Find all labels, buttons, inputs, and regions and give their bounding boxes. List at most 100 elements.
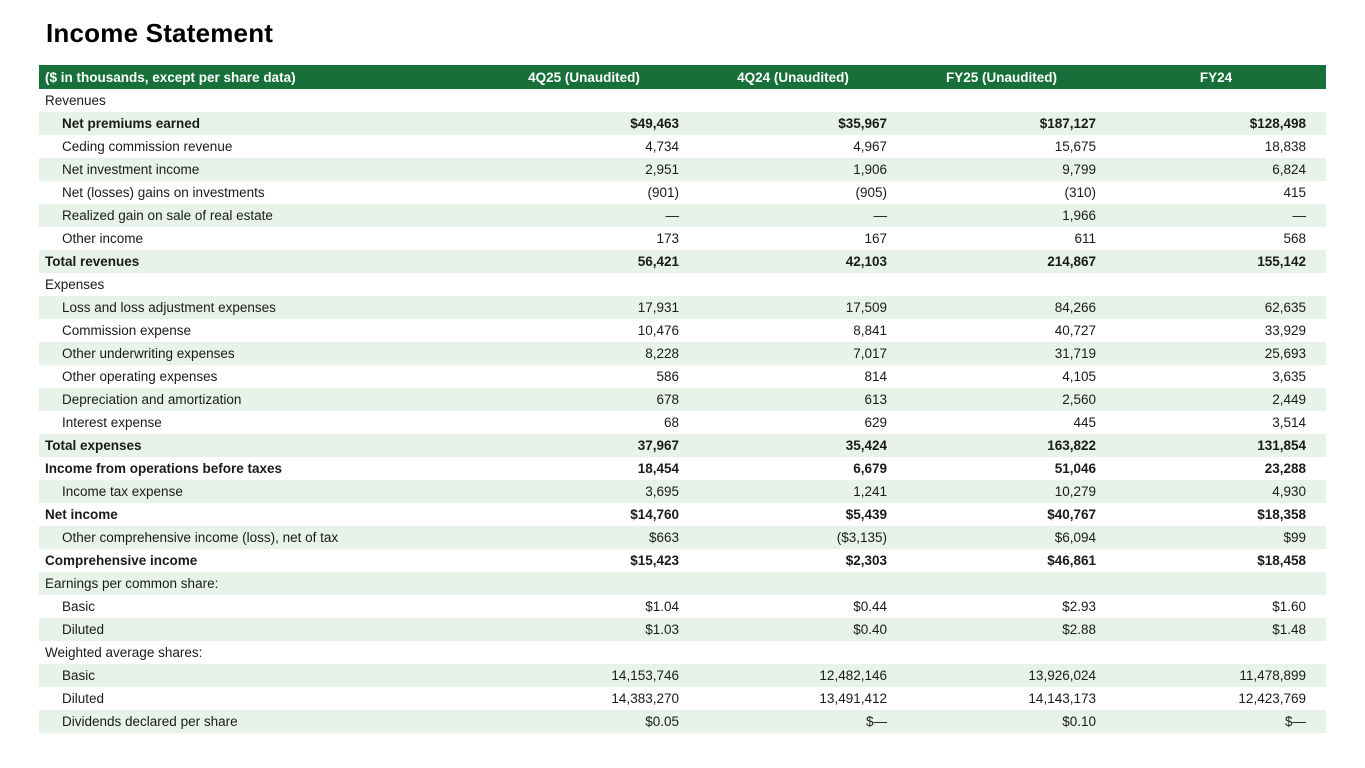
cell-value: 18,454 bbox=[637, 461, 679, 476]
cell-value: — bbox=[665, 208, 680, 223]
cell-value: $0.40 bbox=[853, 622, 887, 637]
cell-value: 6,679 bbox=[853, 461, 887, 476]
row-label: Dividends declared per share bbox=[62, 714, 238, 729]
cell-value: $— bbox=[1284, 714, 1306, 729]
cell-value: 7,017 bbox=[853, 346, 887, 361]
row-label: Comprehensive income bbox=[45, 553, 198, 568]
cell-value bbox=[1106, 273, 1326, 296]
cell-value: 68 bbox=[663, 415, 679, 430]
table-row: Income tax expense 3,695 1,241 10,279 4,930 bbox=[39, 480, 1326, 503]
cell-value: 1,966 bbox=[1062, 208, 1096, 223]
cell-value: 13,491,412 bbox=[819, 691, 887, 706]
table-header-row: ($ in thousands, except per share data) 4… bbox=[39, 65, 1326, 89]
cell-value: 586 bbox=[656, 369, 679, 384]
cell-value bbox=[689, 572, 897, 595]
cell-value: 33,929 bbox=[1264, 323, 1306, 338]
cell-value: 2,560 bbox=[1062, 392, 1096, 407]
row-label: Weighted average shares: bbox=[45, 645, 203, 660]
cell-value: 8,228 bbox=[645, 346, 679, 361]
row-label: Earnings per common share: bbox=[45, 576, 219, 591]
row-label: Net investment income bbox=[62, 162, 200, 177]
cell-value: 1,906 bbox=[853, 162, 887, 177]
cell-value: 173 bbox=[656, 231, 679, 246]
cell-value: $128,498 bbox=[1249, 116, 1306, 131]
cell-value: $99 bbox=[1283, 530, 1306, 545]
table-row: Diluted 14,383,270 13,491,412 14,143,173 12,… bbox=[39, 687, 1326, 710]
cell-value: 814 bbox=[864, 369, 887, 384]
table-row: Expenses bbox=[39, 273, 1326, 296]
cell-value: $0.10 bbox=[1062, 714, 1096, 729]
row-label: Income from operations before taxes bbox=[45, 461, 283, 476]
cell-value: 12,482,146 bbox=[819, 668, 887, 683]
cell-value: 37,967 bbox=[637, 438, 679, 453]
cell-value: 6,824 bbox=[1272, 162, 1306, 177]
cell-value: $0.05 bbox=[645, 714, 679, 729]
cell-value: $0.44 bbox=[853, 599, 887, 614]
row-label: Total expenses bbox=[45, 438, 142, 453]
row-label: Expenses bbox=[45, 277, 105, 292]
cell-value bbox=[1106, 572, 1326, 595]
cell-value: $46,861 bbox=[1047, 553, 1096, 568]
cell-value bbox=[479, 89, 689, 112]
table-row: Total revenues 56,421 42,103 214,867 155,142 bbox=[39, 250, 1326, 273]
cell-value: $1.48 bbox=[1272, 622, 1306, 637]
table-row: Comprehensive income $15,423 $2,303 $46,861… bbox=[39, 549, 1326, 572]
table-row: Other underwriting expenses 8,228 7,017 31,… bbox=[39, 342, 1326, 365]
cell-value: 4,930 bbox=[1272, 484, 1306, 499]
cell-value bbox=[1106, 89, 1326, 112]
cell-value: 17,931 bbox=[637, 300, 679, 315]
cell-value: 2,449 bbox=[1272, 392, 1306, 407]
cell-value: (310) bbox=[1064, 185, 1096, 200]
cell-value bbox=[479, 273, 689, 296]
cell-value: 4,105 bbox=[1062, 369, 1096, 384]
table-row: Ceding commission revenue 4,734 4,967 15,67… bbox=[39, 135, 1326, 158]
cell-value: $14,760 bbox=[630, 507, 679, 522]
cell-value bbox=[479, 641, 689, 664]
row-label: Net premiums earned bbox=[62, 116, 201, 131]
cell-value: $2.93 bbox=[1062, 599, 1096, 614]
cell-value: 14,153,746 bbox=[611, 668, 679, 683]
row-label: Total revenues bbox=[45, 254, 140, 269]
cell-value: 629 bbox=[864, 415, 887, 430]
column-header: 4Q25 (Unaudited) bbox=[479, 65, 689, 89]
cell-value: 23,288 bbox=[1264, 461, 1306, 476]
table-body: Revenues Net premiums earned $49,463 $35,96… bbox=[39, 89, 1326, 733]
cell-value: 42,103 bbox=[845, 254, 887, 269]
row-label: Other comprehensive income (loss), net o… bbox=[62, 530, 339, 545]
table-row: Dividends declared per share $0.05 $— $0.10… bbox=[39, 710, 1326, 733]
cell-value: 611 bbox=[1074, 231, 1096, 246]
row-label: Revenues bbox=[45, 93, 106, 108]
cell-value: 62,635 bbox=[1264, 300, 1306, 315]
income-statement-table: ($ in thousands, except per share data) 4… bbox=[39, 65, 1326, 733]
income-statement-page: Income Statement ($ in thousands, except… bbox=[39, 18, 1326, 733]
table-row: Commission expense 10,476 8,841 40,727 33,92… bbox=[39, 319, 1326, 342]
cell-value bbox=[689, 273, 897, 296]
table-row: Interest expense 68 629 445 3,514 bbox=[39, 411, 1326, 434]
cell-value: 163,822 bbox=[1047, 438, 1096, 453]
cell-value: 8,841 bbox=[853, 323, 887, 338]
cell-value: $1.03 bbox=[645, 622, 679, 637]
table-row: Weighted average shares: bbox=[39, 641, 1326, 664]
cell-value: 40,727 bbox=[1054, 323, 1096, 338]
cell-value: $5,439 bbox=[845, 507, 887, 522]
cell-value bbox=[1106, 641, 1326, 664]
cell-value: 4,967 bbox=[853, 139, 887, 154]
table-row: Other operating expenses 586 814 4,105 3,635 bbox=[39, 365, 1326, 388]
cell-value: 35,424 bbox=[845, 438, 887, 453]
cell-value: 214,867 bbox=[1047, 254, 1096, 269]
cell-value: 3,695 bbox=[645, 484, 679, 499]
cell-value: 3,635 bbox=[1272, 369, 1306, 384]
table-row: Net premiums earned $49,463 $35,967 $187,12… bbox=[39, 112, 1326, 135]
row-label: Other income bbox=[62, 231, 144, 246]
cell-value: $1.04 bbox=[645, 599, 679, 614]
table-row: Diluted $1.03 $0.40 $2.88 $1.48 bbox=[39, 618, 1326, 641]
table-row: Loss and loss adjustment expenses 17,931 1… bbox=[39, 296, 1326, 319]
cell-value: 15,675 bbox=[1054, 139, 1096, 154]
cell-value: $49,463 bbox=[630, 116, 679, 131]
cell-value: $— bbox=[865, 714, 887, 729]
cell-value: 25,693 bbox=[1264, 346, 1306, 361]
cell-value bbox=[479, 572, 689, 595]
row-label: Basic bbox=[62, 668, 96, 683]
cell-value: 445 bbox=[1073, 415, 1096, 430]
table-row: Net investment income 2,951 1,906 9,799 6,82… bbox=[39, 158, 1326, 181]
